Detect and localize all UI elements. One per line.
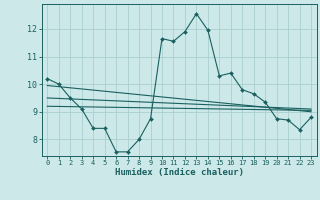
X-axis label: Humidex (Indice chaleur): Humidex (Indice chaleur) (115, 168, 244, 177)
